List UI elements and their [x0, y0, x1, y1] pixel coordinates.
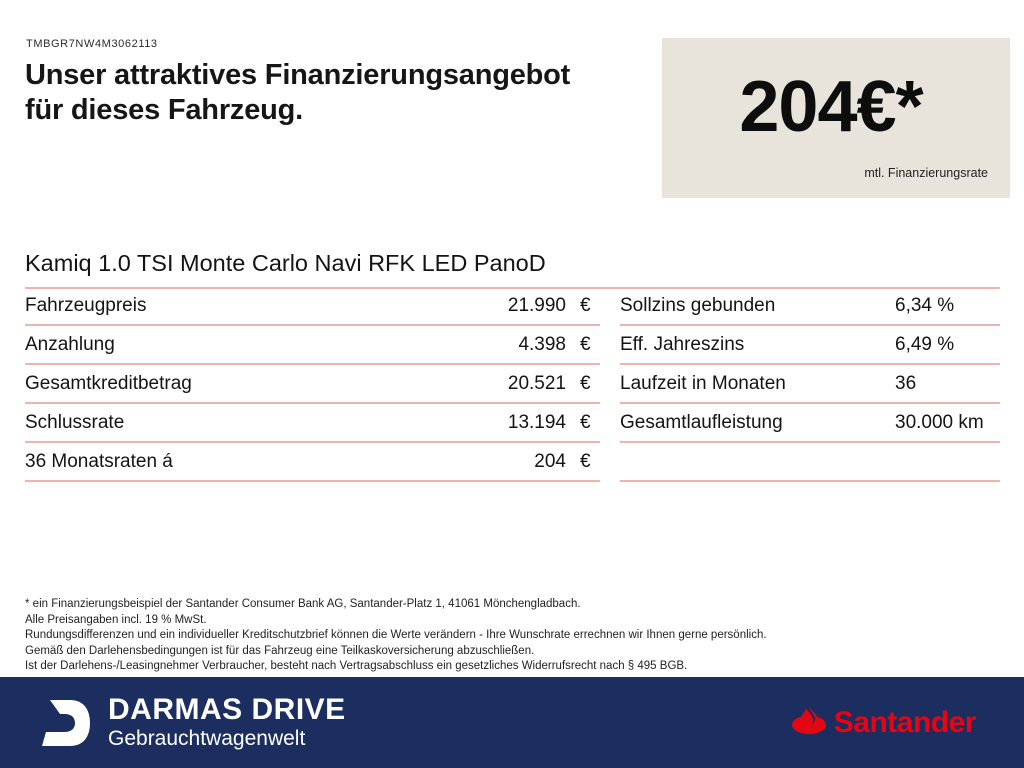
monthly-rate-box: 204€* mtl. Finanzierungsrate: [662, 38, 1010, 198]
table-row: Laufzeit in Monaten 36: [620, 365, 1000, 404]
table-row: 36 Monatsraten á 204 €: [25, 443, 600, 482]
vehicle-title: Kamiq 1.0 TSI Monte Carlo Navi RFK LED P…: [25, 250, 1000, 289]
table-row: Fahrzeugpreis 21.990 €: [25, 287, 600, 326]
dealer-subtitle: Gebrauchtwagenwelt: [108, 726, 306, 750]
row-label: Anzahlung: [25, 333, 115, 355]
footnote-line: Alle Preisangaben incl. 19 % MwSt.: [25, 613, 207, 626]
page-title-line1: Unser attraktives Finanzierungsangebot: [25, 59, 571, 91]
finance-table-left-column: Fahrzeugpreis 21.990 € Anzahlung 4.398 €…: [25, 287, 600, 482]
legal-footnotes: * ein Finanzierungsbeispiel der Santande…: [25, 597, 1000, 675]
monthly-rate-caption: mtl. Finanzierungsrate: [864, 166, 988, 180]
table-row: Schlussrate 13.194 €: [25, 404, 600, 443]
row-unit: €: [580, 294, 591, 316]
table-row: Sollzins gebunden 6,34 %: [620, 287, 1000, 326]
santander-flame-icon: [791, 706, 826, 739]
row-label: Fahrzeugpreis: [25, 294, 147, 316]
vin-number: TMBGR7NW4M3062113: [26, 38, 158, 50]
page-title-line2: für dieses Fahrzeug.: [25, 94, 304, 126]
row-label: Gesamtkreditbetrag: [25, 372, 192, 394]
row-value: 4.398: [518, 333, 566, 355]
footnote-line: Gemäß den Darlehensbedingungen ist für d…: [25, 644, 535, 657]
row-unit: €: [580, 333, 591, 355]
row-value: 36: [895, 372, 917, 394]
row-value: 6,49 %: [895, 333, 955, 355]
monthly-rate-amount: 204€*: [739, 67, 923, 147]
row-label: Sollzins gebunden: [620, 294, 776, 316]
santander-wordmark: Santander: [833, 705, 977, 739]
table-row: Gesamtlaufleistung 30.000 km: [620, 404, 1000, 443]
row-unit: €: [580, 372, 591, 394]
table-row: Eff. Jahreszins 6,49 %: [620, 326, 1000, 365]
footer-bar: DARMAS DRIVE Gebrauchtwagenwelt Santande…: [0, 677, 1024, 768]
row-value: 30.000 km: [895, 411, 984, 433]
finance-table: Fahrzeugpreis 21.990 € Anzahlung 4.398 €…: [25, 287, 1000, 482]
footnote-line: Ist der Darlehens-/Leasingnehmer Verbrau…: [25, 660, 688, 672]
table-row-spacer: [620, 443, 1000, 482]
table-row: Gesamtkreditbetrag 20.521 €: [25, 365, 600, 404]
dealer-name: DARMAS DRIVE: [108, 692, 346, 726]
row-label: Gesamtlaufleistung: [620, 411, 783, 433]
dealer-wordmark: DARMAS DRIVE Gebrauchtwagenwelt: [108, 692, 346, 752]
row-label: Schlussrate: [25, 411, 125, 433]
santander-logo: Santander: [791, 705, 977, 740]
row-value: 6,34 %: [895, 294, 955, 316]
page-title: Unser attraktives Finanzierungsangebot f…: [25, 58, 570, 128]
finance-table-right-column: Sollzins gebunden 6,34 % Eff. Jahreszins…: [620, 287, 1000, 482]
footnote-line: Rundungsdifferenzen und ein individuelle…: [25, 629, 767, 641]
table-row: Anzahlung 4.398 €: [25, 326, 600, 365]
row-value: 21.990: [507, 294, 566, 316]
darmas-drive-logo-icon: [34, 692, 96, 754]
row-value: 13.194: [507, 411, 566, 433]
footnote-line: * ein Finanzierungsbeispiel der Santande…: [25, 598, 581, 610]
row-label: Laufzeit in Monaten: [620, 372, 786, 394]
row-label: Eff. Jahreszins: [620, 333, 745, 355]
row-unit: €: [580, 411, 591, 433]
row-unit: €: [580, 450, 591, 472]
row-value: 204: [534, 450, 566, 472]
row-value: 20.521: [507, 372, 566, 394]
row-label: 36 Monatsraten á: [25, 450, 173, 472]
